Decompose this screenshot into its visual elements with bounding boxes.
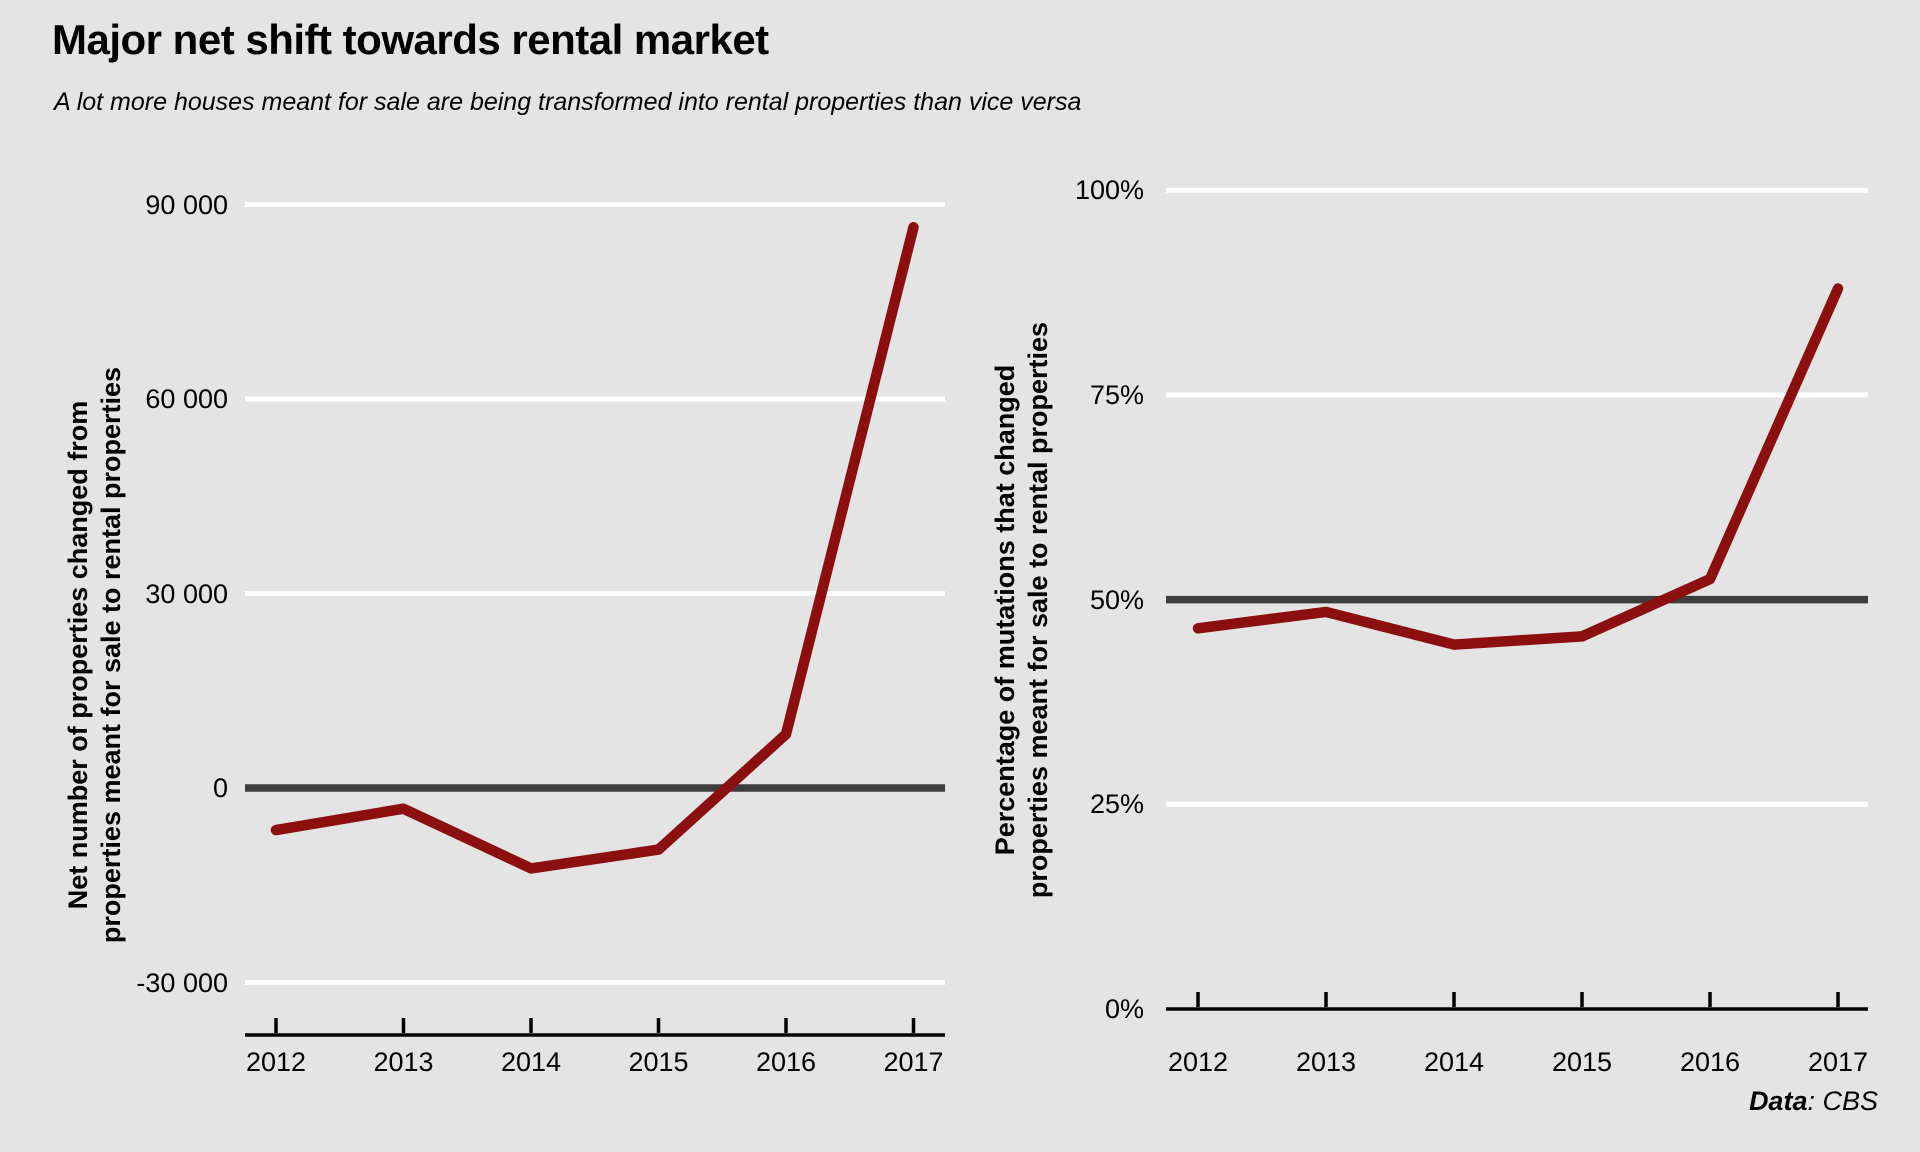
page-subtitle: A lot more houses meant for sale are bei… xyxy=(54,88,1082,116)
series-line xyxy=(1192,283,1844,650)
y-axis-tick-label: 60 000 xyxy=(145,384,228,414)
series-line xyxy=(270,221,919,874)
x-axis-tick-label: 2014 xyxy=(500,1047,562,1077)
data-source-credit: Data: CBS xyxy=(1749,1086,1878,1117)
data-source-prefix: Data xyxy=(1748,1086,1808,1116)
x-axis-tick-label: 2014 xyxy=(1423,1047,1485,1077)
x-axis-tick-label: 2015 xyxy=(1551,1047,1613,1077)
x-axis-tick-label: 2015 xyxy=(628,1047,689,1077)
x-axis-tick-label: 2016 xyxy=(755,1047,817,1077)
x-axis-tick-label: 2013 xyxy=(373,1047,434,1077)
left-chart xyxy=(245,202,945,1037)
x-axis-tick-label: 2013 xyxy=(1295,1047,1357,1077)
y-axis-tick-label: 90 000 xyxy=(145,189,228,220)
y-axis-tick-label: 25% xyxy=(1089,789,1144,820)
y-axis-tick-label: 0 xyxy=(212,773,228,803)
x-axis-tick-label: 2012 xyxy=(1167,1047,1229,1077)
x-axis-tick-label: 2017 xyxy=(883,1047,944,1077)
y-axis-tick-label: 75% xyxy=(1089,379,1144,410)
data-source-suffix: : CBS xyxy=(1807,1086,1878,1116)
y-axis-tick-label: 30 000 xyxy=(145,578,228,609)
x-axis-tick-label: 2016 xyxy=(1679,1047,1741,1077)
y-axis-tick-label: 50% xyxy=(1089,584,1144,615)
y-axis-tick-label: 100% xyxy=(1074,175,1144,206)
page-title: Major net shift towards rental market xyxy=(52,16,769,63)
y-axis-tick-label: -30 000 xyxy=(136,967,228,998)
right-chart xyxy=(1166,187,1868,1011)
y-axis-tick-label: 0% xyxy=(1104,994,1144,1024)
x-axis-tick-label: 2012 xyxy=(245,1047,307,1077)
x-axis-tick-label: 2017 xyxy=(1807,1047,1869,1077)
